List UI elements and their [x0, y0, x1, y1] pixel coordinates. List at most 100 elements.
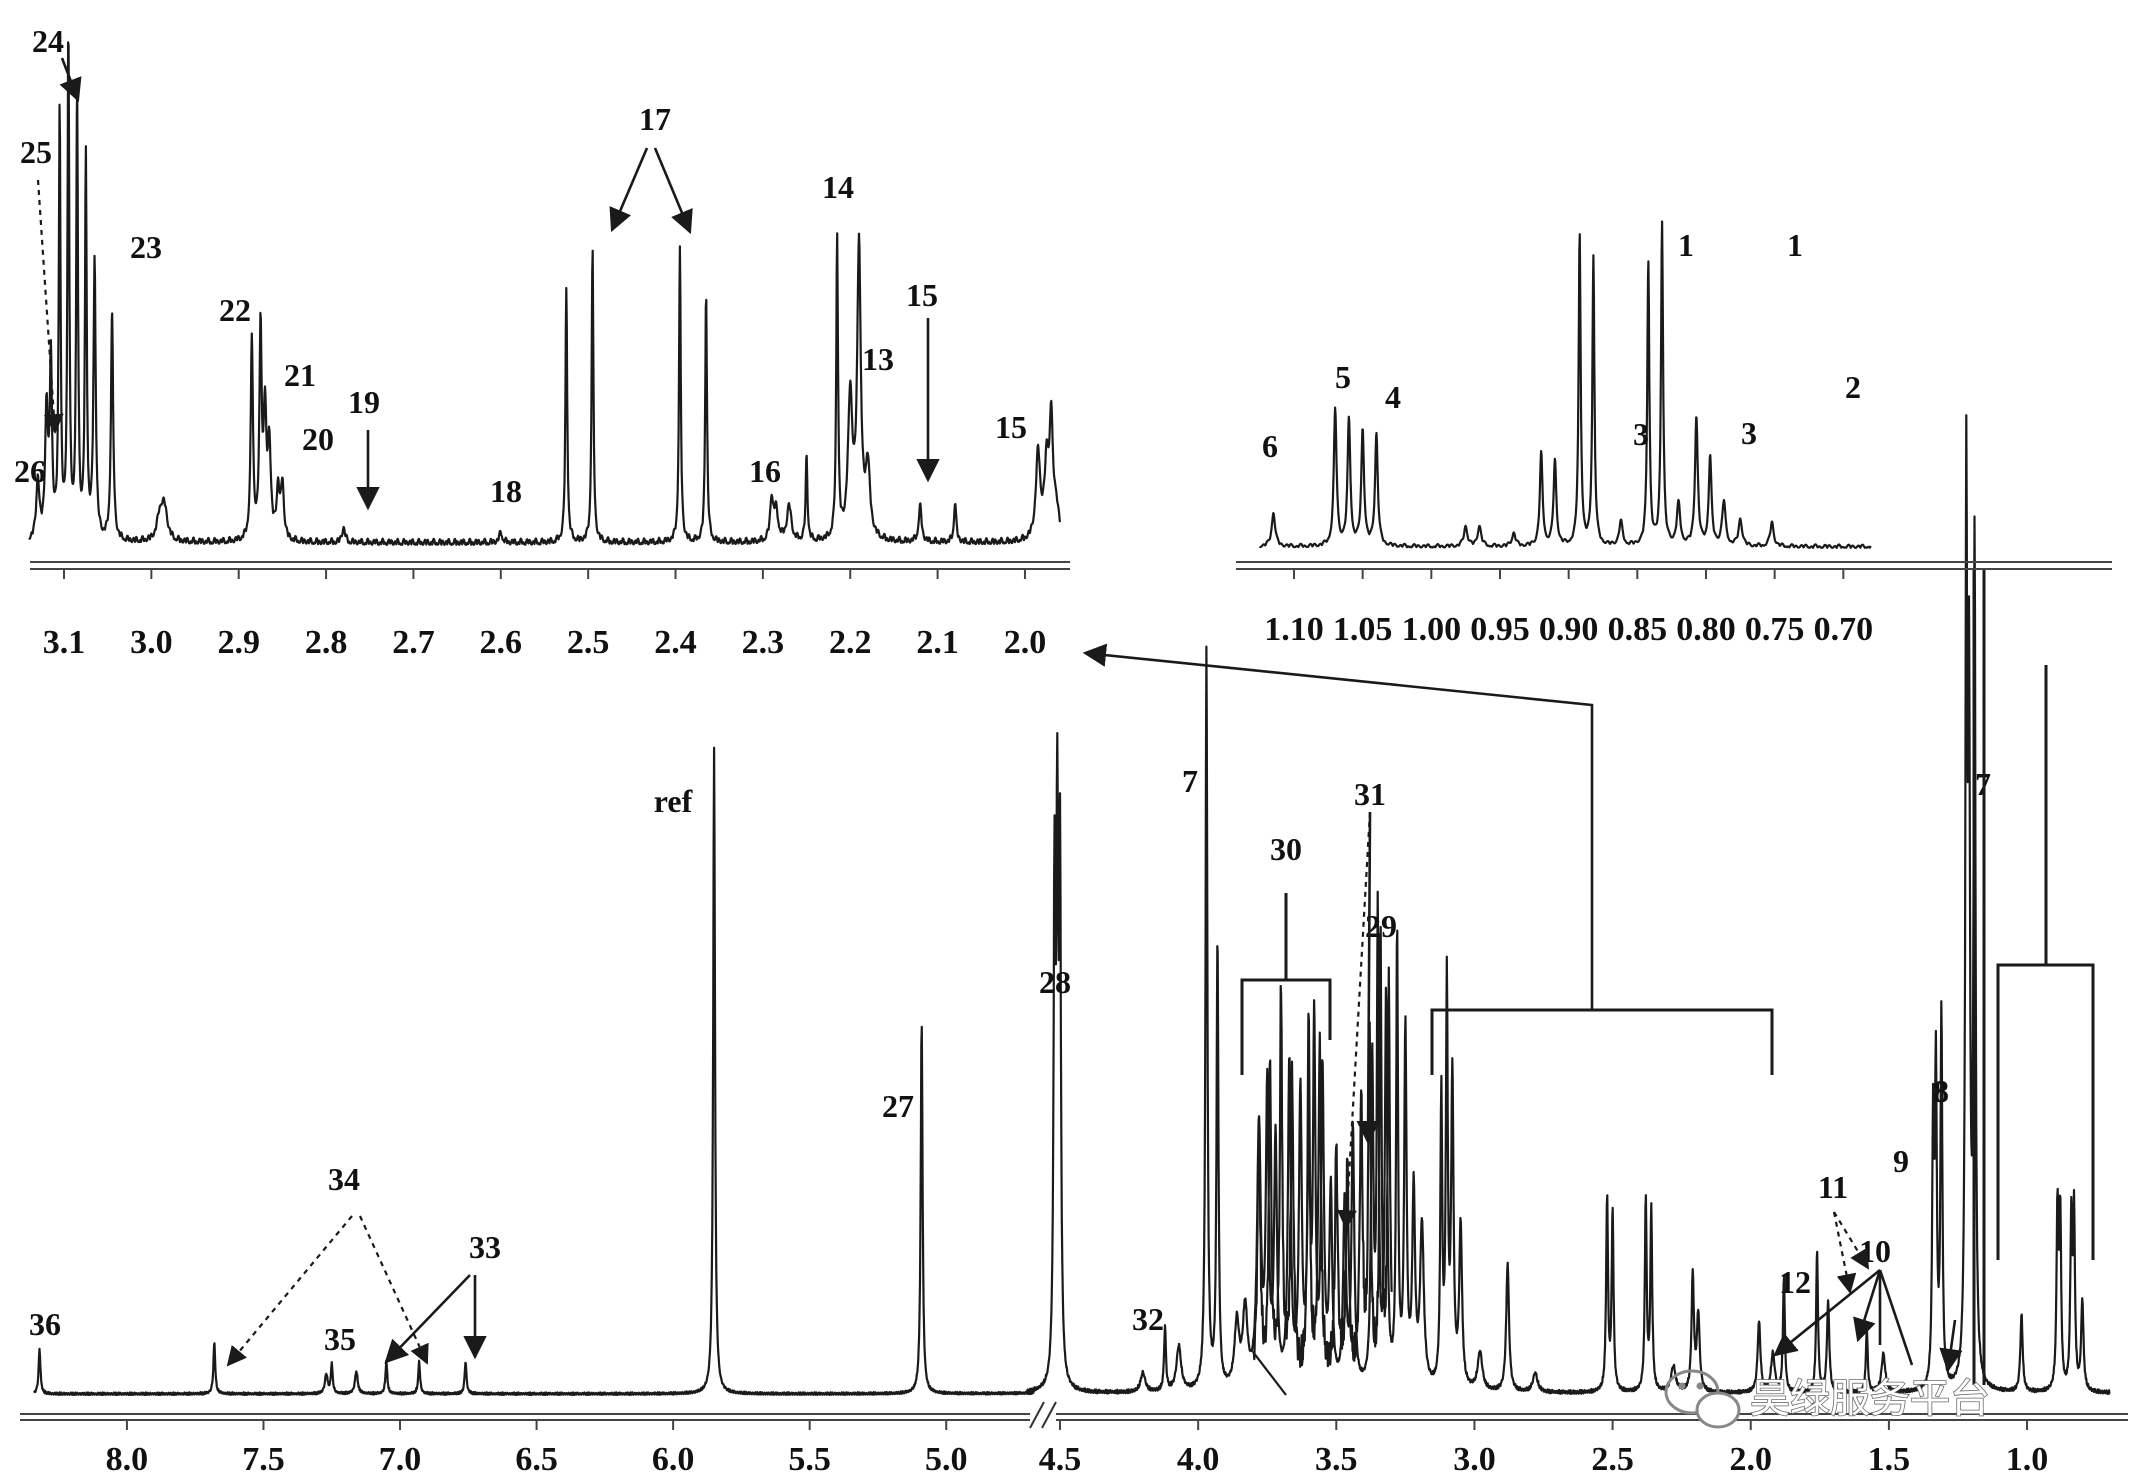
inset-left-peak-label: 19: [348, 384, 380, 420]
expansion-brackets: [1082, 570, 2095, 1385]
main-tick-label: 2.5: [1591, 1441, 1634, 1478]
main-peak-label: 12: [1779, 1264, 1811, 1300]
main-peak-label: 28: [1039, 964, 1071, 1000]
inset-left-peak-labels: 26 25 24 23 22 21 20 19 18 17 16 14 15 13 15: [14, 23, 1027, 509]
inset-left-peak-label: 15: [995, 409, 1027, 445]
main-tick-label: 5.5: [788, 1441, 831, 1478]
inset-right-tick-label: 0.95: [1470, 611, 1530, 648]
inset-left-tick-label: 2.8: [305, 624, 348, 661]
arrow-33-a: [384, 1274, 471, 1364]
main-peak-label: 36: [29, 1306, 61, 1342]
inset-right-peak-label: 4: [1385, 379, 1401, 415]
inset-right-peak-label: 3: [1741, 415, 1757, 451]
arrow-34-b: [358, 1215, 429, 1365]
main-peak-label: 11: [1818, 1169, 1848, 1205]
bracket-inset-left: [1430, 1008, 1774, 1075]
main-tick-label: 6.5: [515, 1441, 558, 1478]
main-tick-label: 1.5: [1868, 1441, 1911, 1478]
main-tick-label: 4.0: [1177, 1441, 1220, 1478]
arrow-17-a: [609, 147, 649, 233]
arrow-10-d: [1878, 1269, 1914, 1366]
arrow-11-a: [1832, 1211, 1857, 1294]
inset-right-tick-label: 0.75: [1745, 611, 1805, 648]
bracket-inset-right: [1996, 963, 2095, 1260]
main-tick-label: 1.0: [2006, 1441, 2049, 1478]
annotation-arrows: [36, 57, 1963, 1373]
inset-left-peak-label: 13: [862, 341, 894, 377]
inset-right-tick-label: 0.80: [1676, 611, 1736, 648]
watermark: 昊绿服务平台: [1664, 1369, 1991, 1429]
inset-left-peak-label: 25: [20, 134, 52, 170]
inset-right-peak-label: 6: [1262, 428, 1278, 464]
arrow-25: [36, 179, 64, 434]
main-peak-label: 35: [324, 1321, 356, 1357]
main-tick-label: 4.5: [1039, 1441, 1082, 1478]
inset-right-spectrum-trace: [1258, 220, 1872, 549]
main-tick-label: 3.5: [1315, 1441, 1358, 1478]
arrow-17-b: [653, 147, 693, 235]
inset-left-tick-label: 2.6: [480, 624, 523, 661]
arrow-10-a: [1773, 1268, 1881, 1357]
inset-right-peak-label: 3: [1633, 416, 1649, 452]
watermark-text: 昊绿服务平台: [1750, 1376, 1990, 1422]
main-peak-label: 7: [1182, 763, 1198, 799]
axis-break-mark: [1029, 1401, 1057, 1432]
inset-right-tick-label: 0.90: [1539, 611, 1599, 648]
inset-left-tick-label: 2.0: [1004, 624, 1047, 661]
main-peak-label: 32: [1132, 1301, 1164, 1337]
main-peak-label: 31: [1354, 776, 1386, 812]
arrow-to-inset-left: [1082, 643, 1594, 1010]
inset-right-tick-label: 0.70: [1814, 611, 1874, 648]
inset-left-tick-label: 2.4: [654, 624, 697, 661]
inset-left-tick-label: 2.5: [567, 624, 610, 661]
inset-left-peak-label: 21: [284, 357, 316, 393]
inset-left-tick-label: 2.3: [742, 624, 785, 661]
inset-left-panel: 3.1 3.0 2.9 2.8 2.7 2.6 2.5 2.4 2.3 2.2 2.1 2.0 262…: [14, 23, 1070, 661]
main-peak-label: 27: [882, 1088, 914, 1124]
inset-left-tick-label: 3.1: [43, 624, 86, 661]
inset-left-tick-label: 2.1: [916, 624, 959, 661]
main-peak-label: 8: [1933, 1073, 1949, 1109]
arrow-31-b: [1356, 811, 1380, 1145]
inset-left-peak-label: 17: [639, 101, 671, 137]
arrow-34-a: [226, 1215, 353, 1367]
main-peak-label: ref: [654, 783, 693, 819]
inset-right-peak-label: 1: [1787, 227, 1803, 263]
arrow-10-b: [1853, 1269, 1882, 1343]
inset-left-peak-label: 18: [490, 473, 522, 509]
inset-left-peak-label: 26: [14, 453, 46, 489]
main-x-ticks: 8.0 7.5 7.0 6.5 6.0 5.5 5.0 4.5 4.0 3.5 3.0 2.5 2.0 1…: [106, 1420, 2049, 1478]
bracket-region-30: [1240, 978, 1332, 1075]
inset-right-peak-label: 5: [1335, 359, 1351, 395]
main-tick-label: 8.0: [106, 1441, 149, 1478]
main-spectrum-panel: 8.0 7.5 7.0 6.5 6.0 5.5 5.0 4.5 4.0 3.5 3.0 2.5 2.0 1…: [20, 414, 2128, 1478]
main-tick-label: 7.0: [379, 1441, 422, 1478]
inset-left-tick-label: 2.2: [829, 624, 872, 661]
inset-left-peak-label: 22: [219, 292, 251, 328]
inset-left-peak-label: 15: [906, 277, 938, 313]
arrow-9: [1939, 1319, 1963, 1373]
inset-right-peak-labels: 6 54 3 3 1 1 2: [1262, 227, 1861, 464]
main-tick-label: 2.0: [1730, 1441, 1773, 1478]
inset-left-peak-label: 23: [130, 229, 162, 265]
inset-right-panel: 1.10 1.05 1.00 0.95 0.90 0.85 0.80 0.75 0.70 6 54…: [1236, 220, 2112, 648]
inset-left-tick-label: 2.7: [392, 624, 435, 661]
main-peak-label: 33: [469, 1229, 501, 1265]
inset-right-peak-label: 1: [1678, 227, 1694, 263]
inset-left-peak-label: 20: [302, 421, 334, 457]
inset-right-peak-label: 2: [1845, 369, 1861, 405]
main-peak-label: 10: [1859, 1233, 1891, 1269]
main-tick-label: 7.5: [242, 1441, 285, 1478]
inset-left-peak-label: 14: [822, 169, 854, 205]
inset-right-x-ticks: 1.10 1.05 1.00 0.95 0.90 0.85 0.80 0.75 0.70: [1264, 569, 1873, 648]
main-peak-label: 34: [328, 1161, 360, 1197]
inset-right-tick-label: 0.85: [1608, 611, 1668, 648]
main-peak-label: 9: [1893, 1143, 1909, 1179]
main-tick-label: 6.0: [652, 1441, 695, 1478]
inset-left-x-ticks: 3.1 3.0 2.9 2.8 2.7 2.6 2.5 2.4 2.3 2.2 2.1 2.0: [43, 569, 1046, 661]
inset-left-peak-label: 16: [749, 453, 781, 489]
main-tick-label: 3.0: [1453, 1441, 1496, 1478]
inset-left-tick-label: 3.0: [130, 624, 173, 661]
